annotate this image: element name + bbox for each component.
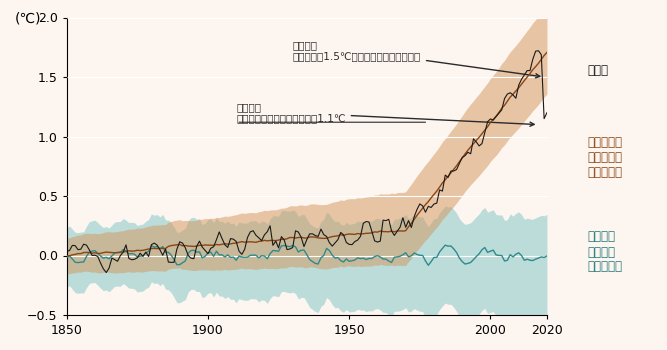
Text: 観測値: 観測値	[587, 63, 608, 77]
Text: 人為・自然
両要因を考
慮した場合: 人為・自然 両要因を考 慮した場合	[587, 136, 622, 179]
Text: （目標）
温度上昇は1.5℃に抑える努力を追求する: （目標） 温度上昇は1.5℃に抑える努力を追求する	[293, 40, 540, 78]
Text: （実績）
産業革命以降の気温上昇は約1.1℃: （実績） 産業革命以降の気温上昇は約1.1℃	[236, 102, 534, 126]
Text: 自然要因
のみを考
慮した場合: 自然要因 のみを考 慮した場合	[587, 231, 622, 273]
Y-axis label: (℃): (℃)	[15, 12, 41, 26]
